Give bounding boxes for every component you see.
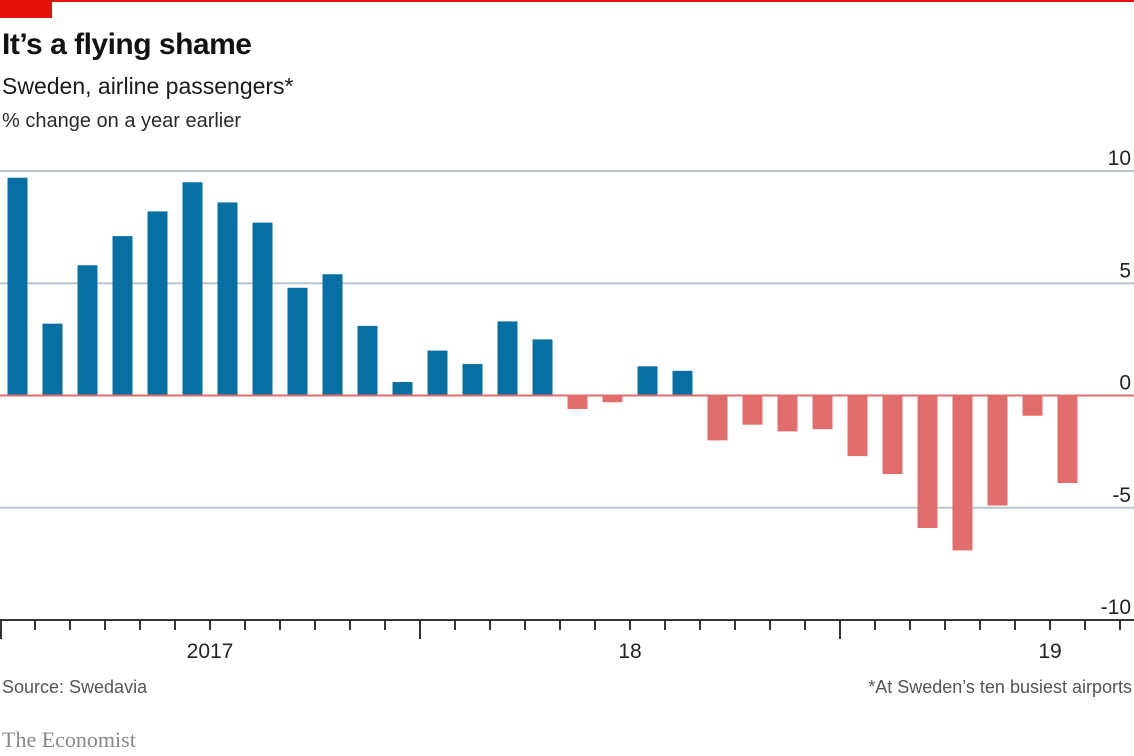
bar [567,395,588,409]
bar [707,395,728,441]
chart-units: % change on a year earlier [2,110,242,132]
red-tag-logo [0,0,52,18]
bar [252,222,273,396]
bar [462,364,483,396]
bar [427,350,448,396]
x-year-label: 2017 [187,640,234,663]
bar [952,395,973,551]
bar [7,177,28,396]
bar [672,370,693,396]
bar [847,395,868,457]
bar [777,395,798,432]
bar [637,366,658,396]
y-axis-labels: 10 5 0 -5 -10 [1101,147,1131,619]
y-tick-label: 0 [1119,372,1131,395]
bar [532,339,553,396]
bar [602,395,623,403]
chart-subtitle: Sweden, airline passengers* [2,73,294,99]
bar [812,395,833,430]
bar [882,395,903,475]
y-tick-label: 10 [1108,147,1131,170]
top-accent-rule [0,0,1134,2]
bar [217,202,238,396]
bar [182,182,203,396]
y-tick-label: 5 [1119,259,1131,282]
footnote: *At Sweden’s ten busiest airports [868,677,1132,697]
bar [1022,395,1043,416]
y-tick-label: -5 [1112,484,1131,507]
bar [147,211,168,396]
x-axis: 2017 18 19 [0,619,1134,663]
y-tick-label: -10 [1101,596,1131,619]
bar [357,325,378,396]
bar [987,395,1008,506]
bar [1057,395,1078,484]
x-year-label: 19 [1038,640,1061,663]
brand-wordmark: The Economist [2,727,136,752]
chart-title: It’s a flying shame [2,28,252,61]
bar [77,265,98,396]
bar [322,274,343,396]
bar [392,382,413,396]
bar [112,236,133,396]
bar-chart: 10 5 0 -5 -10 2017 18 19 [0,147,1134,663]
bars [7,177,1078,551]
bar [287,287,308,396]
bar [497,321,518,396]
bar [917,395,938,528]
bar [42,323,63,396]
source-note: Source: Swedavia [2,677,148,697]
bar [742,395,763,425]
x-year-label: 18 [618,640,641,663]
